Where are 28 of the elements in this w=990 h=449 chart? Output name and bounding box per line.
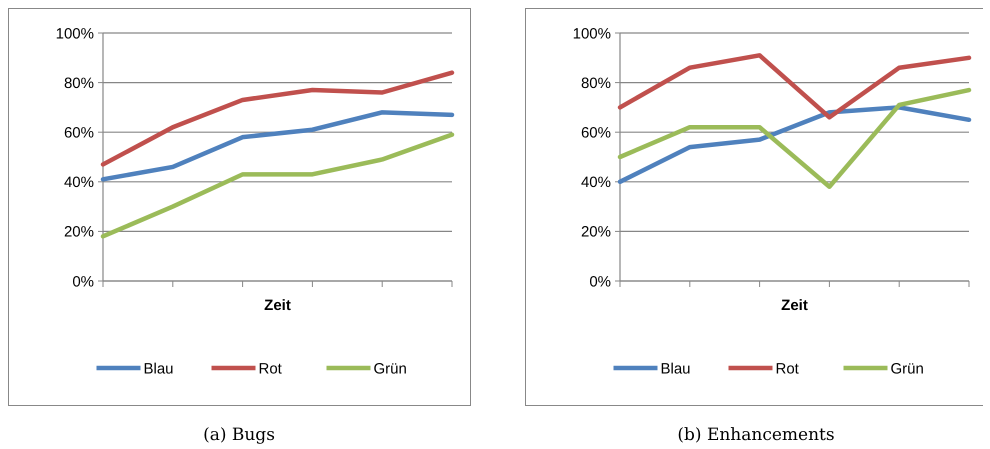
x-axis-title: Zeit [264,297,291,314]
y-tick-label: 40% [580,174,611,192]
x-axis-title: Zeit [781,297,808,314]
text: (a) Bugs [203,425,275,445]
line-series [100,110,454,182]
legend-label: Rot [776,360,800,378]
line-series [618,53,972,120]
y-tick-label: 80% [64,74,94,92]
y-tick-label: 0% [72,273,94,290]
y-tick-label: 0% [589,273,611,290]
text: (b) Enhancements [677,425,835,445]
y-tick-label: 80% [580,74,611,92]
legend-label: Rot [258,360,283,378]
y-tick-label: 20% [580,224,611,241]
legend-label: Grün [890,360,924,378]
legend-label: Grün [374,360,407,378]
legend-label: Blau [660,360,691,378]
y-tick-label: 20% [64,224,94,241]
y-tick-label: 100% [56,25,94,42]
line-series [618,105,972,184]
y-tick-label: 60% [580,124,611,142]
y-tick-label: 40% [64,174,94,192]
legend-label: Blau [144,360,174,378]
y-tick-label: 60% [64,124,94,142]
line-series [100,132,454,239]
line-series [618,88,972,190]
y-tick-label: 100% [572,25,611,42]
line-series [100,70,454,167]
